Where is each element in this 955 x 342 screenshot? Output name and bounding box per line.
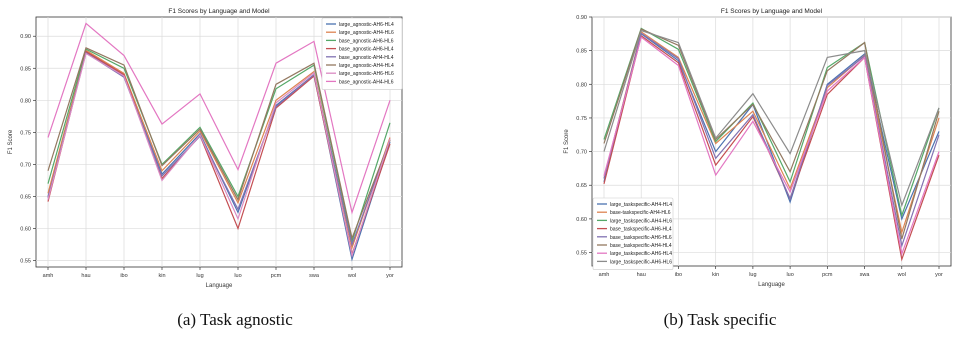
x-tick-label: wol xyxy=(897,272,906,278)
y-tick-label: 0.55 xyxy=(576,251,587,257)
figure-caption: (b) Task specific xyxy=(663,310,777,329)
series-line xyxy=(603,36,940,257)
x-tick-label: kin xyxy=(158,273,165,279)
legend-entry: large_agnostic-AH6-HL6 xyxy=(339,71,394,77)
legend-entry: large_agnostic-AH6-HL4 xyxy=(339,22,394,28)
y-tick-label: 0.85 xyxy=(576,49,587,55)
chart-panel-task-agnostic: 0.55 0.60 0.65 0.70 0.75 0.80 0.85 0.90 amh hau ib… xyxy=(0,0,470,342)
y-tick-label: 0.80 xyxy=(576,82,587,88)
x-tick-label: yor xyxy=(935,272,943,278)
legend-entry: large_agnostic-AH4-HL6 xyxy=(339,30,394,36)
x-tick-label: swa xyxy=(309,273,320,279)
y-tick-label: 0.80 xyxy=(20,98,31,104)
legend-box xyxy=(321,17,403,90)
legend-entry: base_taskspecific-AH6-HL4 xyxy=(610,227,672,233)
x-axis-label: Language xyxy=(758,282,785,288)
y-tick-label: 0.75 xyxy=(20,130,31,136)
series-line xyxy=(47,46,391,241)
x-axis-label: Language xyxy=(206,283,233,289)
y-tick-label: 0.70 xyxy=(576,150,587,156)
legend-entry: large_taskspecific-AH6-HL6 xyxy=(610,259,672,265)
legend-entry: base_agnostic-AH6-HL6 xyxy=(339,38,394,44)
x-tick-label: amh xyxy=(599,272,610,278)
series-line xyxy=(47,52,391,258)
x-tick-label: luo xyxy=(234,273,241,279)
y-tick-label: 0.85 xyxy=(20,66,31,72)
y-tick-label: 0.70 xyxy=(20,162,31,168)
series-line xyxy=(47,22,391,215)
x-tick-label: hau xyxy=(637,272,646,278)
y-tick-label: 0.60 xyxy=(20,227,31,233)
x-tick-label: pcm xyxy=(271,273,282,279)
x-tick-label: wol xyxy=(347,273,356,279)
legend-box xyxy=(592,197,674,270)
chart-title: F1 Scores by Language and Model xyxy=(168,8,270,15)
y-axis-label: F1 Score xyxy=(564,129,570,154)
figure-caption: (a) Task agnostic xyxy=(177,310,293,329)
legend-entry: base-taskspecific-AH4-HL6 xyxy=(610,210,671,216)
y-tick-label: 0.75 xyxy=(576,116,587,122)
legend-entry: base_agnostic-AH4-HL6 xyxy=(339,79,394,85)
y-tick-label: 0.60 xyxy=(576,217,587,223)
line-chart-task-agnostic: 0.55 0.60 0.65 0.70 0.75 0.80 0.85 0.90 amh hau ib… xyxy=(8,8,403,289)
y-tick-label: 0.65 xyxy=(20,194,31,200)
line-chart-task-specific: 0.55 0.60 0.65 0.70 0.75 0.80 0.85 0.90 amh hau ib… xyxy=(564,8,952,288)
x-tick-label: lug xyxy=(196,273,203,279)
legend-entry: large_taskspecific-AH4-HL6 xyxy=(610,218,672,224)
x-tick-label: kin xyxy=(712,272,719,278)
x-tick-label: pcm xyxy=(822,272,833,278)
x-tick-label: lug xyxy=(749,272,756,278)
legend-entry: large_taskspecific-AH6-HL4 xyxy=(610,251,672,257)
x-tick-label: yor xyxy=(386,273,394,279)
x-tick-label: swa xyxy=(860,272,871,278)
y-tick-label: 0.55 xyxy=(20,259,31,265)
series-line xyxy=(603,28,940,240)
y-tick-label: 0.90 xyxy=(576,15,587,21)
chart-title: F1 Scores by Language and Model xyxy=(721,8,823,15)
x-tick-label: hau xyxy=(81,273,90,279)
chart-panel-task-specific: 0.55 0.60 0.65 0.70 0.75 0.80 0.85 0.90 amh hau ib… xyxy=(485,0,955,342)
x-tick-label: luo xyxy=(786,272,793,278)
legend-entry: large_agnostic-AH4-HL4 xyxy=(339,63,394,69)
legend-entry: base_taskspecific-AH6-HL6 xyxy=(610,235,672,241)
x-tick-label: ibo xyxy=(675,272,682,278)
series-line xyxy=(603,32,940,221)
x-tick-label: amh xyxy=(43,273,54,279)
x-tick-label: ibo xyxy=(120,273,127,279)
legend-entry: base_taskspecific-AH4-HL4 xyxy=(610,243,672,249)
legend-entry: base_agnostic-AH4-HL4 xyxy=(339,55,394,61)
y-tick-label: 0.65 xyxy=(576,183,587,189)
legend-entry: large_taskspecific-AH4-HL4 xyxy=(610,202,672,208)
y-axis-label: F1 Score xyxy=(8,129,14,154)
series-line xyxy=(603,29,940,208)
y-tick-label: 0.90 xyxy=(20,34,31,40)
legend-entry: base_agnostic-AH6-HL4 xyxy=(339,47,394,53)
